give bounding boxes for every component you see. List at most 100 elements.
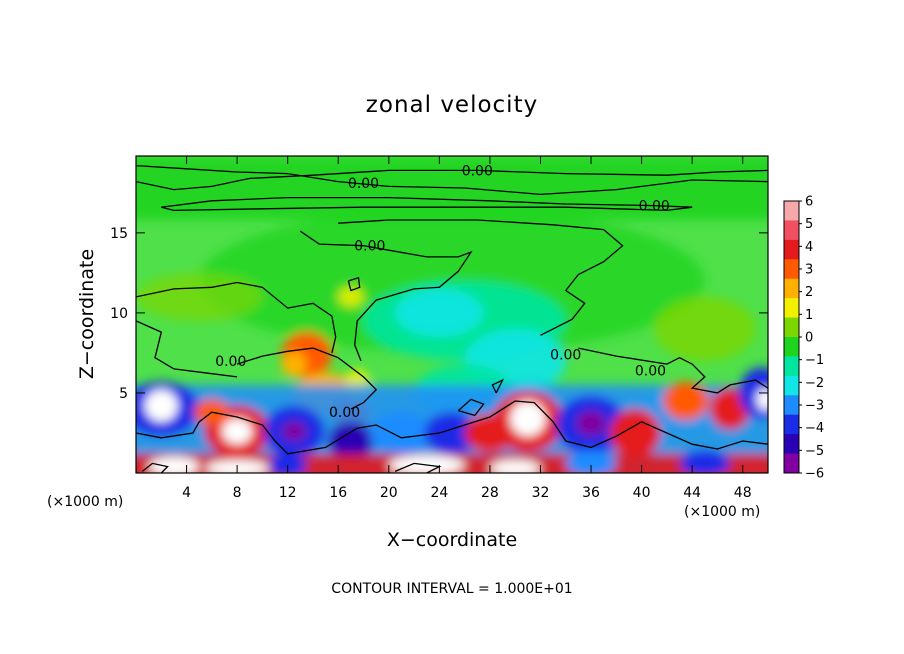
field-cell (136, 272, 263, 321)
field-cell (424, 412, 480, 454)
zero-contour (338, 219, 624, 336)
field-cell (144, 389, 178, 422)
colorbar-segment (784, 395, 799, 416)
colorbar-label: 3 (805, 263, 813, 278)
contour-label: 0.00 (639, 199, 670, 215)
colorbar-segment (784, 375, 799, 396)
contour-label: 0.00 (329, 405, 360, 421)
field-cell (395, 288, 484, 337)
zero-contour (136, 400, 768, 455)
contour-label: 0.00 (215, 354, 246, 370)
colorbar: 6 5 4 3 2 1 0 −1 −2 −3 −4 −5 −6 (783, 195, 824, 482)
contour-label: 0.00 (348, 176, 379, 192)
x-unit-left: (×1000 m) (47, 494, 123, 510)
zero-contour (578, 347, 768, 394)
field-cell (221, 418, 253, 445)
field-cell (654, 296, 756, 361)
x-tick-label: 16 (329, 485, 347, 501)
x-tick-label: 8 (233, 485, 242, 501)
field-cell (610, 408, 661, 457)
x-tick-label: 48 (734, 485, 752, 501)
y-axis-label: Z−coordinate (76, 249, 98, 379)
contour-label: 0.00 (354, 239, 385, 255)
colorbar-segment (784, 239, 799, 260)
field-cell (663, 381, 709, 421)
colorbar-segment (784, 356, 799, 377)
colorbar-label: 1 (805, 308, 813, 323)
x-tick-label: 20 (380, 485, 398, 501)
plot-area: 0.00 0.00 0.00 0.00 0.00 0.00 0.00 0.00 (136, 156, 768, 473)
zero-contour (136, 320, 238, 378)
x-tick-label: 40 (633, 485, 651, 501)
colorbar-label: −2 (805, 376, 824, 391)
x-tick-label: 12 (279, 485, 297, 501)
colorbar-segment (784, 220, 799, 241)
zero-contour (236, 347, 378, 410)
contour-label: 0.00 (550, 348, 581, 364)
zero-contour (161, 196, 693, 212)
colorbar-label: −3 (805, 399, 824, 414)
colorbar-segment (784, 201, 799, 221)
colorbar-segment (784, 337, 799, 357)
colorbar-label: 0 (805, 331, 813, 346)
field-cell (489, 460, 541, 473)
y-axis-ticks: 5 10 15 (110, 226, 768, 402)
colorbar-label: 2 (805, 285, 813, 300)
colorbar-label: −6 (805, 467, 824, 482)
colorbar-label: 5 (805, 217, 813, 232)
x-tick-label: 28 (481, 485, 499, 501)
y-tick-label: 10 (110, 306, 128, 322)
velocity-field (136, 156, 768, 473)
x-tick-label: 44 (683, 485, 701, 501)
colorbar-label: 6 (805, 195, 813, 210)
contour-label: 0.00 (462, 163, 493, 179)
colorbar-segment (784, 434, 799, 454)
contour-interval-footer: CONTOUR INTERVAL = 1.000E+01 (331, 581, 572, 597)
field-cell (328, 421, 374, 461)
plot-frame (135, 155, 769, 474)
colorbar-segment (784, 278, 799, 299)
y-tick-label: 15 (110, 226, 128, 242)
field-cell (575, 410, 607, 437)
contour-labels: 0.00 0.00 0.00 0.00 0.00 0.00 0.00 0.00 (215, 163, 670, 421)
zero-contour (136, 164, 768, 196)
zero-contour (457, 398, 485, 417)
x-axis-label: X−coordinate (387, 529, 517, 551)
field-cell (281, 351, 307, 377)
zero-contour (394, 462, 442, 473)
field-cell (369, 412, 434, 454)
colorbar-label: −5 (805, 444, 824, 459)
chart-title: zonal velocity (366, 92, 538, 118)
x-tick-label: 24 (430, 485, 448, 501)
y-tick-label: 5 (119, 386, 128, 402)
zero-contour (141, 462, 169, 473)
colorbar-segment (784, 298, 799, 318)
field-cell (756, 388, 768, 411)
field-cell (338, 287, 364, 307)
zero-contour (491, 378, 505, 394)
x-tick-label: 4 (182, 485, 191, 501)
field-cell (281, 421, 307, 441)
x-axis-ticks: 4 8 12 16 20 24 28 32 36 40 44 48 (182, 156, 752, 501)
x-tick-label: 32 (532, 485, 550, 501)
x-unit-right: (×1000 m) (684, 504, 760, 520)
colorbar-segment (784, 317, 799, 338)
colorbar-segment (784, 414, 799, 435)
field-cell (679, 450, 731, 473)
colorbar-segment (784, 453, 799, 474)
zero-contour (299, 230, 473, 362)
field-cell (510, 400, 546, 437)
field-cell (388, 455, 465, 473)
field-cell (268, 452, 307, 473)
zero-contour (347, 276, 361, 292)
colorbar-label: −4 (805, 421, 824, 436)
colorbar-label: −1 (805, 353, 824, 368)
colorbar-label: 4 (805, 240, 813, 255)
field-cell (565, 450, 617, 473)
zero-contour (136, 169, 768, 191)
zero-contour (136, 281, 337, 354)
colorbar-segment (784, 259, 799, 280)
x-tick-label: 36 (582, 485, 600, 501)
contour-label: 0.00 (635, 364, 666, 380)
